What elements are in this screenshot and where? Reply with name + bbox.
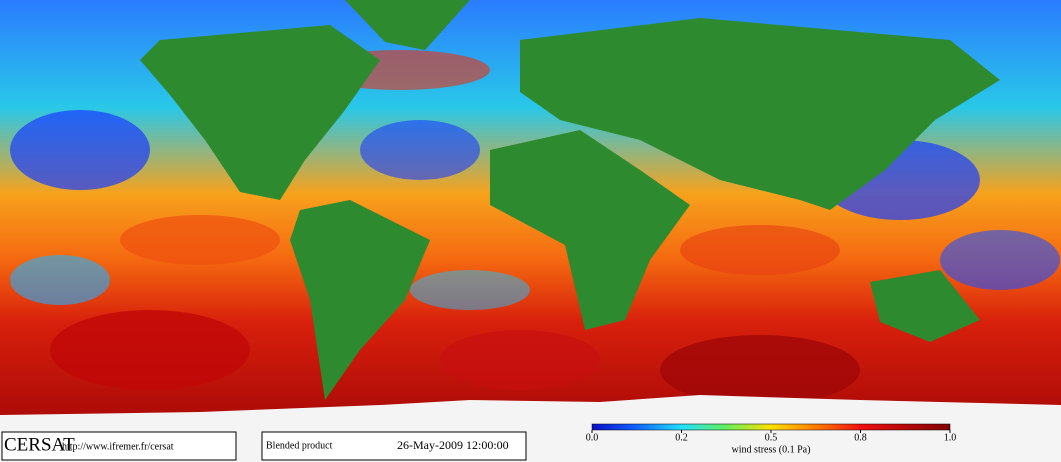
product: Blended product: [266, 440, 333, 451]
colorbar-gradient: [591, 423, 951, 431]
colorbar-tick-label: 0.2: [675, 432, 688, 443]
brand: CERSAT: [4, 434, 75, 455]
africa: [490, 130, 690, 330]
south-america: [290, 200, 430, 400]
footer: CERSAT http://www.ifremer.fr/cersat Blen…: [1, 431, 527, 461]
continents: [140, 0, 1000, 400]
colorbar-tick-label: 1.0: [944, 432, 957, 443]
eurasia: [520, 18, 1000, 210]
datetime: 26-May-2009 12:00:00: [397, 438, 509, 452]
colorbar: wind stress (0.1 Pa) 0.0 0.2 0.5 0.8 1.0: [586, 423, 957, 455]
australia: [870, 270, 980, 342]
url: http://www.ifremer.fr/cersat: [62, 441, 174, 452]
brand-box: [1, 431, 237, 461]
product-box: [261, 431, 527, 461]
colorbar-tick-label: 0.5: [765, 432, 778, 443]
greenland: [345, 0, 470, 50]
north-america: [140, 25, 380, 200]
colorbar-tick-label: 0.0: [586, 432, 599, 443]
colorbar-tick-label: 0.8: [854, 432, 867, 443]
colorbar-label: wind stress (0.1 Pa): [732, 444, 811, 455]
